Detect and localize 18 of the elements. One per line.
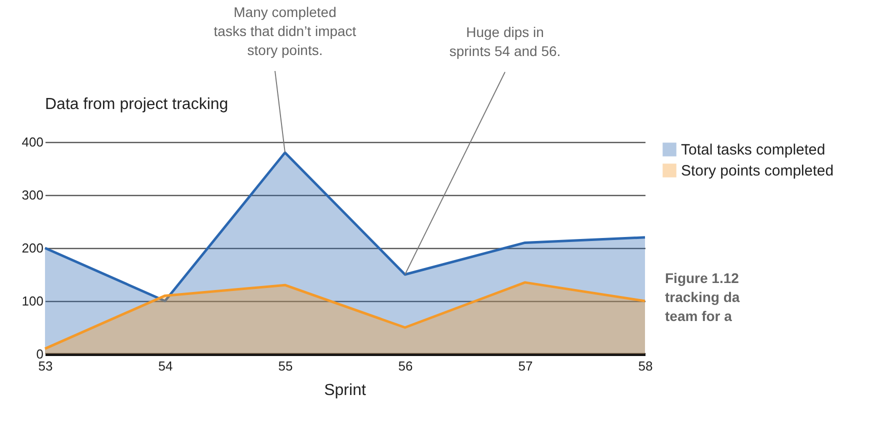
x-tick-label: 54 (158, 358, 173, 374)
caption: Figure 1.12 tracking da team for a (665, 270, 740, 324)
x-tick-label: 53 (38, 358, 53, 374)
x-axis-title: Sprint (324, 382, 366, 399)
y-tick-label: 0 (36, 346, 44, 362)
y-tick-label: 200 (22, 240, 44, 256)
chart-title: Data from project tracking (45, 96, 228, 113)
annotation: Many completed tasks that didn’t impact story points. (214, 4, 356, 58)
x-tick-label: 55 (278, 358, 293, 374)
y-tick-label: 300 (22, 188, 44, 202)
x-tick-label: 56 (398, 358, 413, 374)
legend-label: Story points completed (681, 162, 834, 180)
x-tick-label: 57 (518, 358, 533, 374)
x-tick-label: 58 (638, 358, 653, 374)
annotation: Huge dips in sprints 54 and 56. (449, 24, 561, 59)
legend-label: Total tasks completed (681, 142, 826, 158)
y-tick-label: 400 (22, 134, 44, 150)
y-tick-label: 100 (22, 294, 44, 308)
